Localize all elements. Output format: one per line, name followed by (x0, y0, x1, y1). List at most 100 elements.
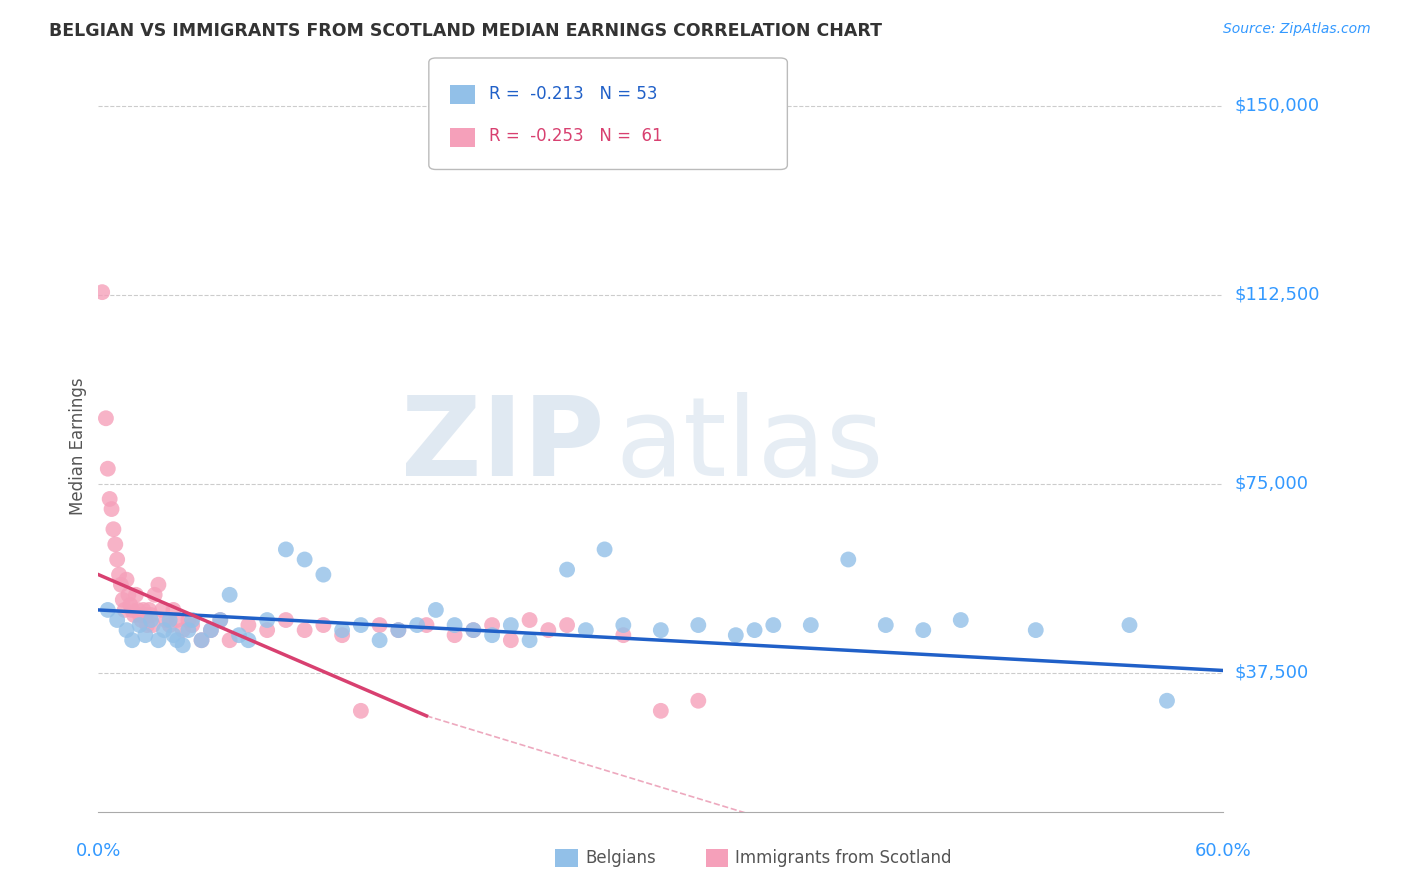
Text: $150,000: $150,000 (1234, 96, 1319, 114)
Point (744, 623, 766, 637)
Point (228, 628, 250, 642)
Point (142, 618, 165, 632)
Point (150, 603, 173, 617)
Point (139, 613, 162, 627)
Point (134, 607, 156, 622)
Point (555, 618, 578, 632)
Point (650, 623, 672, 637)
Point (97, 461, 120, 475)
Point (177, 613, 200, 627)
Point (463, 623, 485, 637)
Point (612, 618, 634, 632)
Point (100, 502, 122, 516)
Point (115, 623, 138, 637)
Point (110, 578, 132, 592)
Text: Source: ZipAtlas.com: Source: ZipAtlas.com (1223, 22, 1371, 37)
Point (425, 603, 447, 617)
Point (463, 623, 485, 637)
Point (128, 618, 150, 632)
Point (162, 628, 184, 642)
Point (519, 613, 541, 627)
Point (98, 491, 121, 506)
Point (121, 633, 143, 648)
Point (181, 613, 204, 627)
Text: BELGIAN VS IMMIGRANTS FROM SCOTLAND MEDIAN EARNINGS CORRELATION CHART: BELGIAN VS IMMIGRANTS FROM SCOTLAND MEDI… (49, 22, 882, 40)
Point (499, 618, 522, 632)
Point (105, 613, 128, 627)
Point (537, 623, 560, 637)
Point (104, 537, 127, 551)
Point (139, 607, 162, 622)
Point (148, 633, 170, 648)
Point (1118, 618, 1140, 632)
Point (166, 613, 188, 627)
Point (138, 603, 160, 617)
Point (650, 704, 672, 718)
Point (172, 638, 194, 652)
Point (612, 628, 634, 642)
Point (172, 623, 194, 637)
Point (274, 542, 297, 557)
Point (190, 633, 212, 648)
Point (368, 618, 391, 632)
Point (762, 618, 785, 632)
Point (443, 628, 465, 642)
Point (94, 411, 117, 425)
Point (200, 623, 222, 637)
Point (294, 552, 316, 566)
Point (238, 618, 260, 632)
Point (190, 633, 212, 648)
Point (122, 607, 145, 622)
Text: Belgians: Belgians (585, 849, 655, 867)
Point (724, 628, 747, 642)
Point (166, 633, 188, 648)
Point (162, 603, 184, 617)
Point (294, 623, 316, 637)
Point (368, 633, 391, 648)
Point (312, 567, 335, 582)
Point (159, 618, 181, 632)
Point (1156, 694, 1178, 708)
Point (105, 552, 128, 566)
Point (330, 623, 353, 637)
Point (155, 613, 177, 627)
Point (415, 618, 437, 632)
Point (111, 592, 134, 607)
Point (209, 613, 232, 627)
Point (103, 522, 125, 536)
Point (912, 623, 935, 637)
Point (148, 578, 170, 592)
Point (499, 633, 522, 648)
Y-axis label: Median Earnings: Median Earnings (69, 377, 87, 515)
Point (91, 285, 114, 300)
Point (159, 613, 181, 627)
Point (256, 613, 278, 627)
Point (108, 567, 131, 582)
Point (330, 628, 353, 642)
Point (575, 623, 598, 637)
Point (238, 633, 260, 648)
Text: $37,500: $37,500 (1234, 664, 1309, 682)
Point (153, 623, 176, 637)
Point (114, 603, 136, 617)
Point (555, 563, 578, 577)
Point (131, 613, 153, 627)
Point (443, 618, 465, 632)
Point (97, 603, 120, 617)
Point (949, 613, 972, 627)
Point (688, 694, 710, 708)
Point (200, 623, 222, 637)
Text: ZIP: ZIP (401, 392, 605, 500)
Text: 60.0%: 60.0% (1195, 842, 1251, 860)
Point (132, 603, 155, 617)
Point (218, 633, 240, 648)
Point (117, 588, 139, 602)
Point (115, 573, 138, 587)
Text: $75,000: $75,000 (1234, 475, 1309, 493)
Point (875, 618, 897, 632)
Point (121, 603, 143, 617)
Point (387, 623, 409, 637)
Point (481, 618, 503, 632)
Point (1025, 623, 1047, 637)
Point (593, 542, 616, 557)
